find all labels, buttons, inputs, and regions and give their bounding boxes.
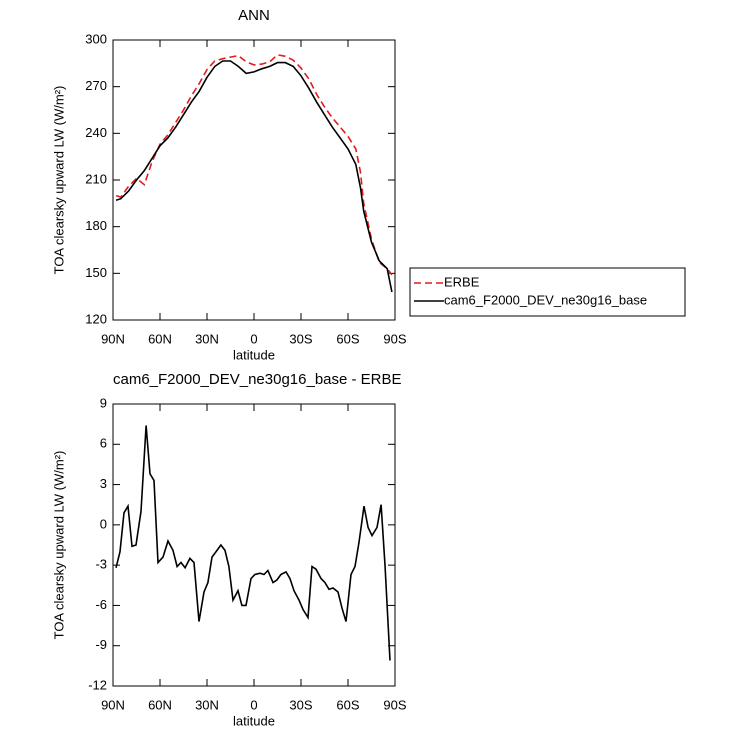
data-line [115, 425, 391, 661]
x-tick-label: 60S [336, 697, 359, 712]
data-line [115, 60, 393, 293]
x-tick-label: 30N [195, 697, 219, 712]
y-tick-label: 210 [85, 171, 107, 186]
x-tick-label: 30S [289, 697, 312, 712]
x-axis-label: latitude [233, 713, 275, 728]
plot-frame [112, 39, 396, 321]
y-tick-label: 6 [100, 436, 107, 451]
y-tick-label: 270 [85, 78, 107, 93]
y-tick-label: 180 [85, 218, 107, 233]
x-tick-label: 90S [383, 331, 406, 346]
x-tick-label: 90N [101, 697, 125, 712]
chart-title: ANN [238, 7, 270, 24]
legend-label: ERBE [444, 274, 480, 289]
x-tick-label: 90S [383, 697, 406, 712]
plot-frame [112, 403, 396, 687]
legend-box [409, 267, 686, 317]
x-tick-label: 60N [148, 697, 172, 712]
y-tick-label: 150 [85, 265, 107, 280]
y-axis-label: TOA clearsky upward LW (W/m²) [51, 86, 66, 275]
y-tick-label: 3 [100, 476, 107, 491]
x-axis-label: latitude [233, 347, 275, 362]
chart-title: cam6_F2000_DEV_ne30g16_base - ERBE [113, 371, 402, 388]
x-tick-label: 0 [250, 331, 257, 346]
y-tick-label: 300 [85, 31, 107, 46]
y-tick-label: 240 [85, 125, 107, 140]
x-tick-label: 0 [250, 697, 257, 712]
y-axis-label: TOA clearsky upward LW (W/m²) [51, 451, 66, 640]
y-tick-label: -12 [88, 677, 107, 692]
y-tick-label: 120 [85, 311, 107, 326]
y-tick-label: 0 [100, 516, 107, 531]
data-line [115, 53, 393, 276]
y-tick-label: 9 [100, 395, 107, 410]
x-tick-label: 30S [289, 331, 312, 346]
x-tick-label: 90N [101, 331, 125, 346]
x-tick-label: 60S [336, 331, 359, 346]
x-tick-label: 30N [195, 331, 219, 346]
legend-label: cam6_F2000_DEV_ne30g16_base [444, 292, 647, 307]
y-tick-label: -9 [95, 637, 107, 652]
y-tick-label: -6 [95, 597, 107, 612]
x-tick-label: 60N [148, 331, 172, 346]
y-tick-label: -3 [95, 557, 107, 572]
